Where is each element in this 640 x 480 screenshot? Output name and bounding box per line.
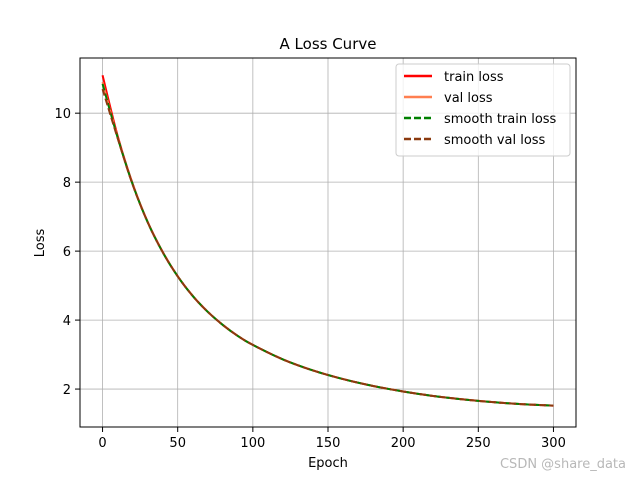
x-tick-label: 150: [316, 436, 341, 451]
x-tick-label: 0: [98, 436, 106, 451]
y-tick-label: 4: [63, 314, 71, 329]
legend-label: val loss: [444, 91, 493, 106]
legend: train loss val loss smooth train loss smoot…: [395, 63, 571, 157]
y-tick-label: 6: [63, 245, 71, 260]
x-axis-label: Epoch: [308, 456, 348, 471]
y-tick-label: 2: [63, 383, 71, 398]
x-tick-label: 100: [240, 436, 265, 451]
series-line-smooth-val-loss: [101, 88, 554, 407]
y-tick-label: 8: [63, 176, 71, 191]
watermark: CSDN @share_data: [499, 457, 626, 472]
legend-box: [395, 63, 571, 157]
chart-title: A Loss Curve: [280, 35, 377, 53]
y-axis: 2 4 6 8 10: [54, 107, 80, 398]
x-tick-label: 250: [466, 436, 491, 451]
x-axis: 0 50 100 150 200 250 300: [98, 427, 566, 451]
plot-lines: [101, 74, 554, 407]
y-tick-label: 10: [54, 107, 71, 122]
legend-label: train loss: [444, 70, 504, 85]
legend-label: smooth val loss: [444, 133, 546, 148]
x-tick-label: 300: [541, 436, 566, 451]
legend-label: smooth train loss: [444, 112, 557, 127]
x-tick-label: 200: [391, 436, 416, 451]
x-tick-label: 50: [169, 436, 186, 451]
y-axis-label: Loss: [33, 229, 48, 258]
